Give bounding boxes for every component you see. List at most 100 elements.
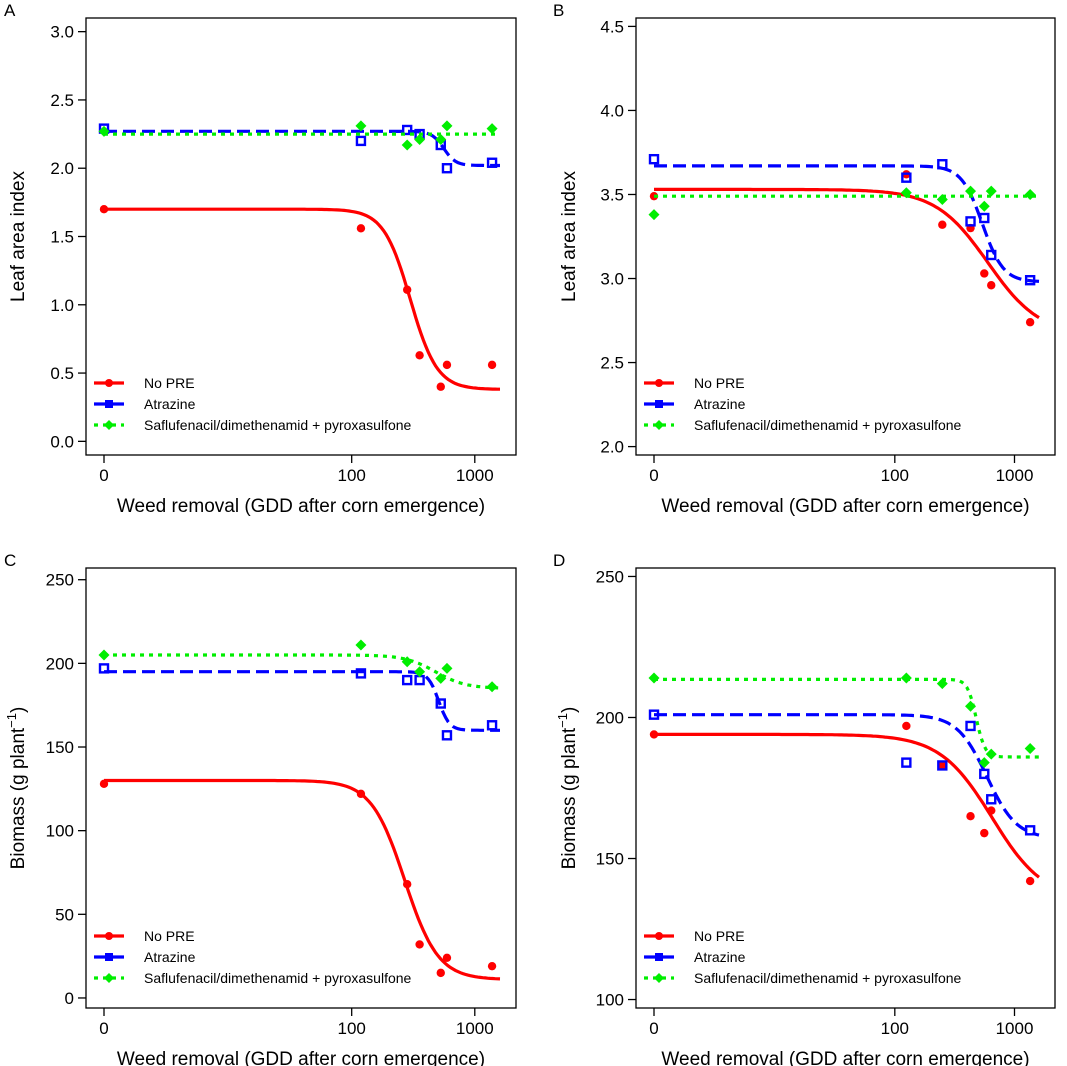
- panel-label: D: [553, 551, 565, 570]
- y-axis-label: Leaf area index: [8, 171, 29, 302]
- x-axis-label: Weed removal (GDD after corn emergence): [117, 496, 485, 517]
- data-point-no-pre: [356, 224, 366, 233]
- fit-line-atrazine: [654, 164, 1040, 283]
- y-axis-label: Leaf area index: [559, 171, 580, 302]
- data-point-saflufenacil: [965, 185, 977, 197]
- x-tick-label: 1000: [996, 466, 1034, 485]
- panel-label: B: [553, 1, 564, 20]
- y-tick-label: 150: [596, 850, 624, 869]
- y-tick-label: 250: [596, 567, 624, 586]
- data-point-saflufenacil: [1024, 743, 1036, 755]
- data-point-atrazine: [965, 216, 976, 227]
- data-point-atrazine: [1024, 275, 1036, 286]
- panel-a: A 0.0 0.5 1.0 1.5 2.0 2.5 3.0 0 100 1000 Weed remov…: [4, 1, 517, 517]
- data-point-saflufenacil: [435, 672, 447, 684]
- data-point-atrazine: [435, 698, 446, 709]
- x-axis-label: Weed removal (GDD after corn emergence): [661, 1049, 1029, 1066]
- y-tick-label: 2.5: [600, 354, 624, 373]
- legend-marker-no-pre: [655, 932, 663, 940]
- legend-label-no-pre: No PRE: [694, 375, 745, 391]
- y-axis-label-sup: −1: [4, 713, 19, 728]
- data-point-atrazine: [648, 709, 660, 720]
- data-point-saflufenacil: [900, 187, 912, 199]
- data-point-saflufenacil: [441, 662, 453, 674]
- legend-marker-atrazine: [655, 400, 663, 408]
- data-point-no-pre: [938, 220, 947, 229]
- data-point-no-pre: [980, 269, 989, 278]
- legend-label-no-pre: No PRE: [694, 928, 745, 944]
- y-tick-label: 200: [46, 654, 74, 673]
- y-axis-label-main: Leaf area index: [559, 171, 580, 302]
- x-tick-label: 100: [881, 1019, 909, 1038]
- data-point-no-pre: [402, 285, 412, 294]
- fit-line-atrazine: [654, 713, 1040, 837]
- panel-c: C 0 50 100 150 200 250 0 100 1000 Weed removal (GD…: [4, 551, 517, 1066]
- data-point-saflufenacil: [1024, 188, 1036, 200]
- data-point-atrazine: [486, 720, 498, 731]
- x-axis-label: Weed removal (GDD after corn emergence): [117, 1049, 485, 1066]
- data-point-saflufenacil: [936, 194, 948, 206]
- y-tick-label: 150: [46, 738, 74, 757]
- data-point-no-pre: [442, 360, 452, 370]
- data-point-atrazine: [901, 757, 912, 768]
- legend-marker-saflufenacil: [104, 420, 114, 430]
- plot-frame: [635, 567, 1056, 1009]
- data-point-no-pre: [980, 828, 989, 838]
- y-axis-label-end: ): [559, 707, 580, 713]
- y-tick-label: 100: [596, 991, 624, 1010]
- data-point-saflufenacil: [355, 120, 367, 132]
- data-point-atrazine: [979, 212, 990, 224]
- fit-line-no-pre: [654, 187, 1040, 319]
- y-tick-label: 2.0: [50, 159, 74, 178]
- data-point-no-pre: [402, 879, 412, 889]
- legend-label-atrazine: Atrazine: [694, 396, 746, 412]
- y-axis-label-main: Biomass (g plant: [8, 727, 29, 869]
- data-point-no-pre: [99, 204, 109, 214]
- x-tick-label: 0: [649, 1019, 658, 1038]
- data-point-no-pre: [1025, 318, 1035, 327]
- y-axis-label-sup: −1: [555, 713, 570, 728]
- data-point-saflufenacil: [648, 672, 660, 684]
- legend-marker-no-pre: [105, 932, 113, 940]
- y-tick-label: 0: [65, 989, 74, 1008]
- x-tick-label: 100: [338, 1019, 366, 1038]
- data-point-no-pre: [987, 806, 996, 815]
- legend-label-atrazine: Atrazine: [144, 396, 196, 412]
- y-tick-label: 2.0: [600, 438, 624, 457]
- legend-label-saflufenacil: Saflufenacil/dimethenamid + pyroxasulfon…: [144, 970, 412, 986]
- x-tick-label: 1000: [996, 1019, 1034, 1038]
- data-point-saflufenacil: [98, 649, 110, 661]
- data-point-saflufenacil: [486, 681, 498, 693]
- x-axis-label: Weed removal (GDD after corn emergence): [661, 496, 1029, 517]
- data-point-saflufenacil: [648, 209, 660, 221]
- x-tick-label: 0: [99, 1019, 108, 1038]
- data-point-saflufenacil: [486, 123, 498, 135]
- data-point-atrazine: [986, 249, 997, 261]
- data-point-saflufenacil: [401, 139, 413, 151]
- data-point-no-pre: [442, 953, 452, 963]
- fit-line-atrazine: [104, 670, 500, 732]
- y-tick-label: 3.5: [600, 185, 624, 204]
- legend-marker-saflufenacil: [654, 973, 664, 983]
- y-tick-label: 1.0: [50, 296, 74, 315]
- data-point-atrazine: [98, 663, 110, 674]
- data-point-atrazine: [937, 760, 948, 771]
- x-tick-label: 100: [881, 466, 909, 485]
- fit-line-saflufenacil: [654, 677, 1039, 759]
- data-point-saflufenacil: [965, 700, 977, 712]
- fit-line-saflufenacil: [104, 653, 501, 690]
- data-point-no-pre: [436, 968, 445, 978]
- y-axis-label: Biomass (g plant−1): [555, 707, 580, 870]
- data-point-atrazine: [355, 135, 367, 147]
- data-point-no-pre: [649, 730, 659, 739]
- data-point-saflufenacil: [936, 678, 948, 690]
- y-tick-label: 0.5: [50, 364, 74, 383]
- data-point-saflufenacil: [441, 120, 453, 132]
- y-axis-label-end: ): [8, 707, 29, 713]
- data-point-atrazine: [1024, 825, 1036, 836]
- data-point-no-pre: [487, 961, 497, 971]
- data-point-atrazine: [648, 153, 660, 165]
- x-tick-label: 1000: [456, 1019, 494, 1038]
- data-point-atrazine: [901, 172, 912, 183]
